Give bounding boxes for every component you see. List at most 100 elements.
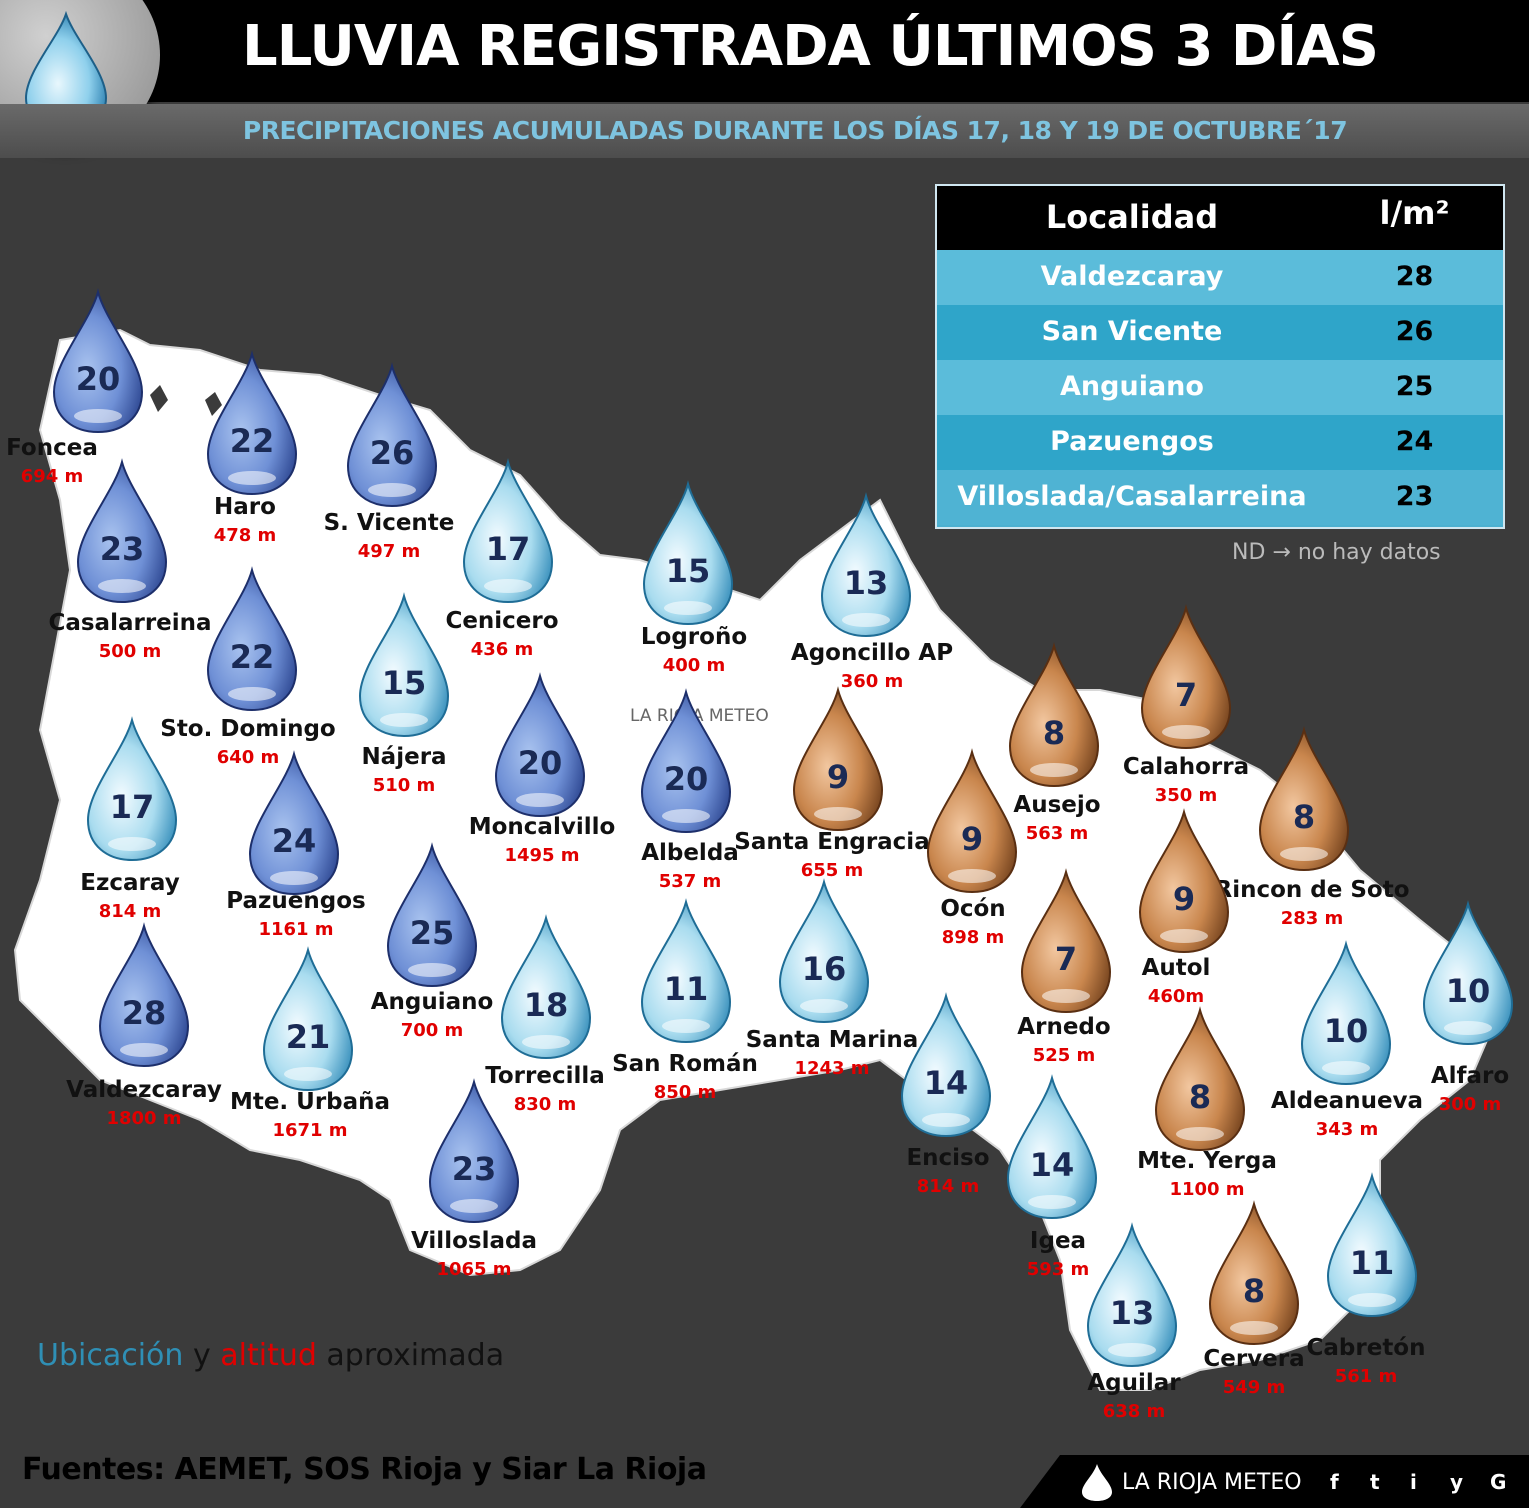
station-drop: 8 — [1204, 1200, 1304, 1350]
station-drop: 25 — [382, 842, 482, 992]
station-drop: 8 — [1150, 1006, 1250, 1156]
rain-value: 8 — [1188, 1078, 1212, 1116]
station-name: Nájera — [361, 744, 447, 770]
page-subtitle: PRECIPITACIONES ACUMULADAS DURANTE LOS D… — [242, 116, 1348, 145]
station-altitude: 814 m — [98, 901, 162, 922]
page-title: LLUVIA REGISTRADA ÚLTIMOS 3 DÍAS — [242, 14, 1379, 79]
water-drop-icon — [206, 350, 298, 496]
station-name: Alfaro — [1430, 1063, 1510, 1089]
subtitle-bar — [0, 104, 1529, 158]
water-drop-icon — [52, 288, 144, 434]
station-name: Ausejo — [1013, 792, 1101, 818]
station-drop: 11 — [636, 898, 736, 1048]
rain-value: 15 — [665, 552, 711, 590]
water-drop-icon — [86, 716, 178, 862]
station-altitude: 350 m — [1154, 785, 1218, 806]
google-icon[interactable]: G — [1490, 1470, 1507, 1494]
station-drop: 14 — [1002, 1074, 1102, 1224]
station-name: Aldeanueva — [1270, 1088, 1424, 1114]
rain-value: 25 — [409, 914, 455, 952]
ranking-value: 28 — [1395, 261, 1434, 292]
water-drop-icon — [1008, 642, 1100, 788]
water-drop-icon — [206, 566, 298, 712]
station-name: Ocón — [940, 896, 1006, 922]
rain-value: 8 — [1292, 798, 1316, 836]
ranking-col-locality: Localidad — [1045, 198, 1219, 236]
station-drop: 7 — [1016, 868, 1116, 1018]
rain-value: 7 — [1174, 676, 1198, 714]
water-drop-icon — [926, 748, 1018, 894]
legend-connector: y — [183, 1338, 221, 1373]
station-altitude: 561 m — [1334, 1366, 1398, 1387]
station-drop: 14 — [896, 992, 996, 1142]
water-drop-icon — [262, 946, 354, 1092]
station-name: Sto. Domingo — [160, 716, 336, 742]
station-drop: 8 — [1004, 642, 1104, 792]
facebook-icon[interactable]: f — [1330, 1470, 1339, 1494]
station-drop: 23 — [72, 458, 172, 608]
water-drop-icon — [1258, 726, 1350, 872]
station-altitude: 497 m — [357, 541, 421, 562]
station-name: Arnedo — [1017, 1014, 1111, 1040]
brand-drop-icon — [1082, 1464, 1112, 1501]
station-name: Aguilar — [1087, 1370, 1181, 1396]
station-name: Moncalvillo — [468, 814, 616, 840]
station-drop: 9 — [788, 686, 888, 836]
ranking-header: Localidad l/m² — [937, 186, 1503, 250]
legend-altitud: altitud — [220, 1338, 317, 1373]
station-altitude: 510 m — [372, 775, 436, 796]
water-drop-icon — [1138, 808, 1230, 954]
ranking-value: 26 — [1395, 316, 1434, 347]
station-name: Cabretón — [1306, 1335, 1426, 1361]
station-altitude: 537 m — [658, 871, 722, 892]
station-drop: 24 — [244, 750, 344, 900]
station-drop: 13 — [816, 492, 916, 642]
youtube-icon[interactable]: y — [1450, 1470, 1464, 1494]
water-drop-icon — [428, 1078, 520, 1224]
water-drop-icon — [462, 458, 554, 604]
water-drop-icon — [494, 672, 586, 818]
water-drop-icon — [1140, 604, 1232, 750]
ranking-value: 24 — [1395, 426, 1434, 457]
water-drop-icon — [248, 750, 340, 896]
ranking-row: Anguiano 25 — [937, 360, 1503, 415]
rain-value: 23 — [99, 530, 145, 568]
station-altitude: 830 m — [513, 1094, 577, 1115]
water-drop-icon — [640, 898, 732, 1044]
twitter-icon[interactable]: t — [1370, 1470, 1380, 1494]
station-name: Santa Marina — [745, 1027, 919, 1053]
station-altitude: 360 m — [840, 671, 904, 692]
ranking-row: Villoslada/Casalarreina 23 — [937, 470, 1503, 525]
rain-value: 18 — [523, 986, 569, 1024]
ranking-row: Valdezcaray 28 — [937, 250, 1503, 305]
station-altitude: 436 m — [470, 639, 534, 660]
rain-value: 17 — [109, 788, 155, 826]
ranking-locality: Anguiano — [1060, 371, 1204, 402]
station-altitude: 478 m — [213, 525, 277, 546]
rain-value: 13 — [843, 564, 889, 602]
station-name: Villoslada — [411, 1228, 537, 1254]
ranking-value: 25 — [1395, 371, 1434, 402]
station-name: Ezcaray — [80, 870, 180, 896]
ranking-table: Localidad l/m² Valdezcaray 28 San Vicente 2… — [935, 184, 1505, 529]
station-name: Autol — [1141, 955, 1211, 981]
rain-value: 8 — [1242, 1272, 1266, 1310]
station-name: Mte. Urbaña — [229, 1089, 391, 1115]
instagram-icon[interactable]: i — [1410, 1470, 1417, 1494]
rain-value: 11 — [663, 970, 709, 1008]
ranking-row: San Vicente 26 — [937, 305, 1503, 360]
station-drop: 15 — [638, 480, 738, 630]
rain-value: 14 — [1029, 1146, 1075, 1184]
station-altitude: 460m — [1147, 986, 1205, 1007]
rain-value: 8 — [1042, 714, 1066, 752]
station-drop: 16 — [774, 878, 874, 1028]
legend-suffix: aproximada — [316, 1338, 505, 1373]
station-altitude: 549 m — [1222, 1377, 1286, 1398]
water-drop-icon — [1208, 1200, 1300, 1346]
station-name: Igea — [1029, 1228, 1087, 1254]
station-drop: 20 — [48, 288, 148, 438]
rain-value: 13 — [1109, 1294, 1155, 1332]
sources-credit: Fuentes: AEMET, SOS Rioja y Siar La Rioj… — [22, 1452, 707, 1487]
enclave-shape — [150, 385, 168, 412]
